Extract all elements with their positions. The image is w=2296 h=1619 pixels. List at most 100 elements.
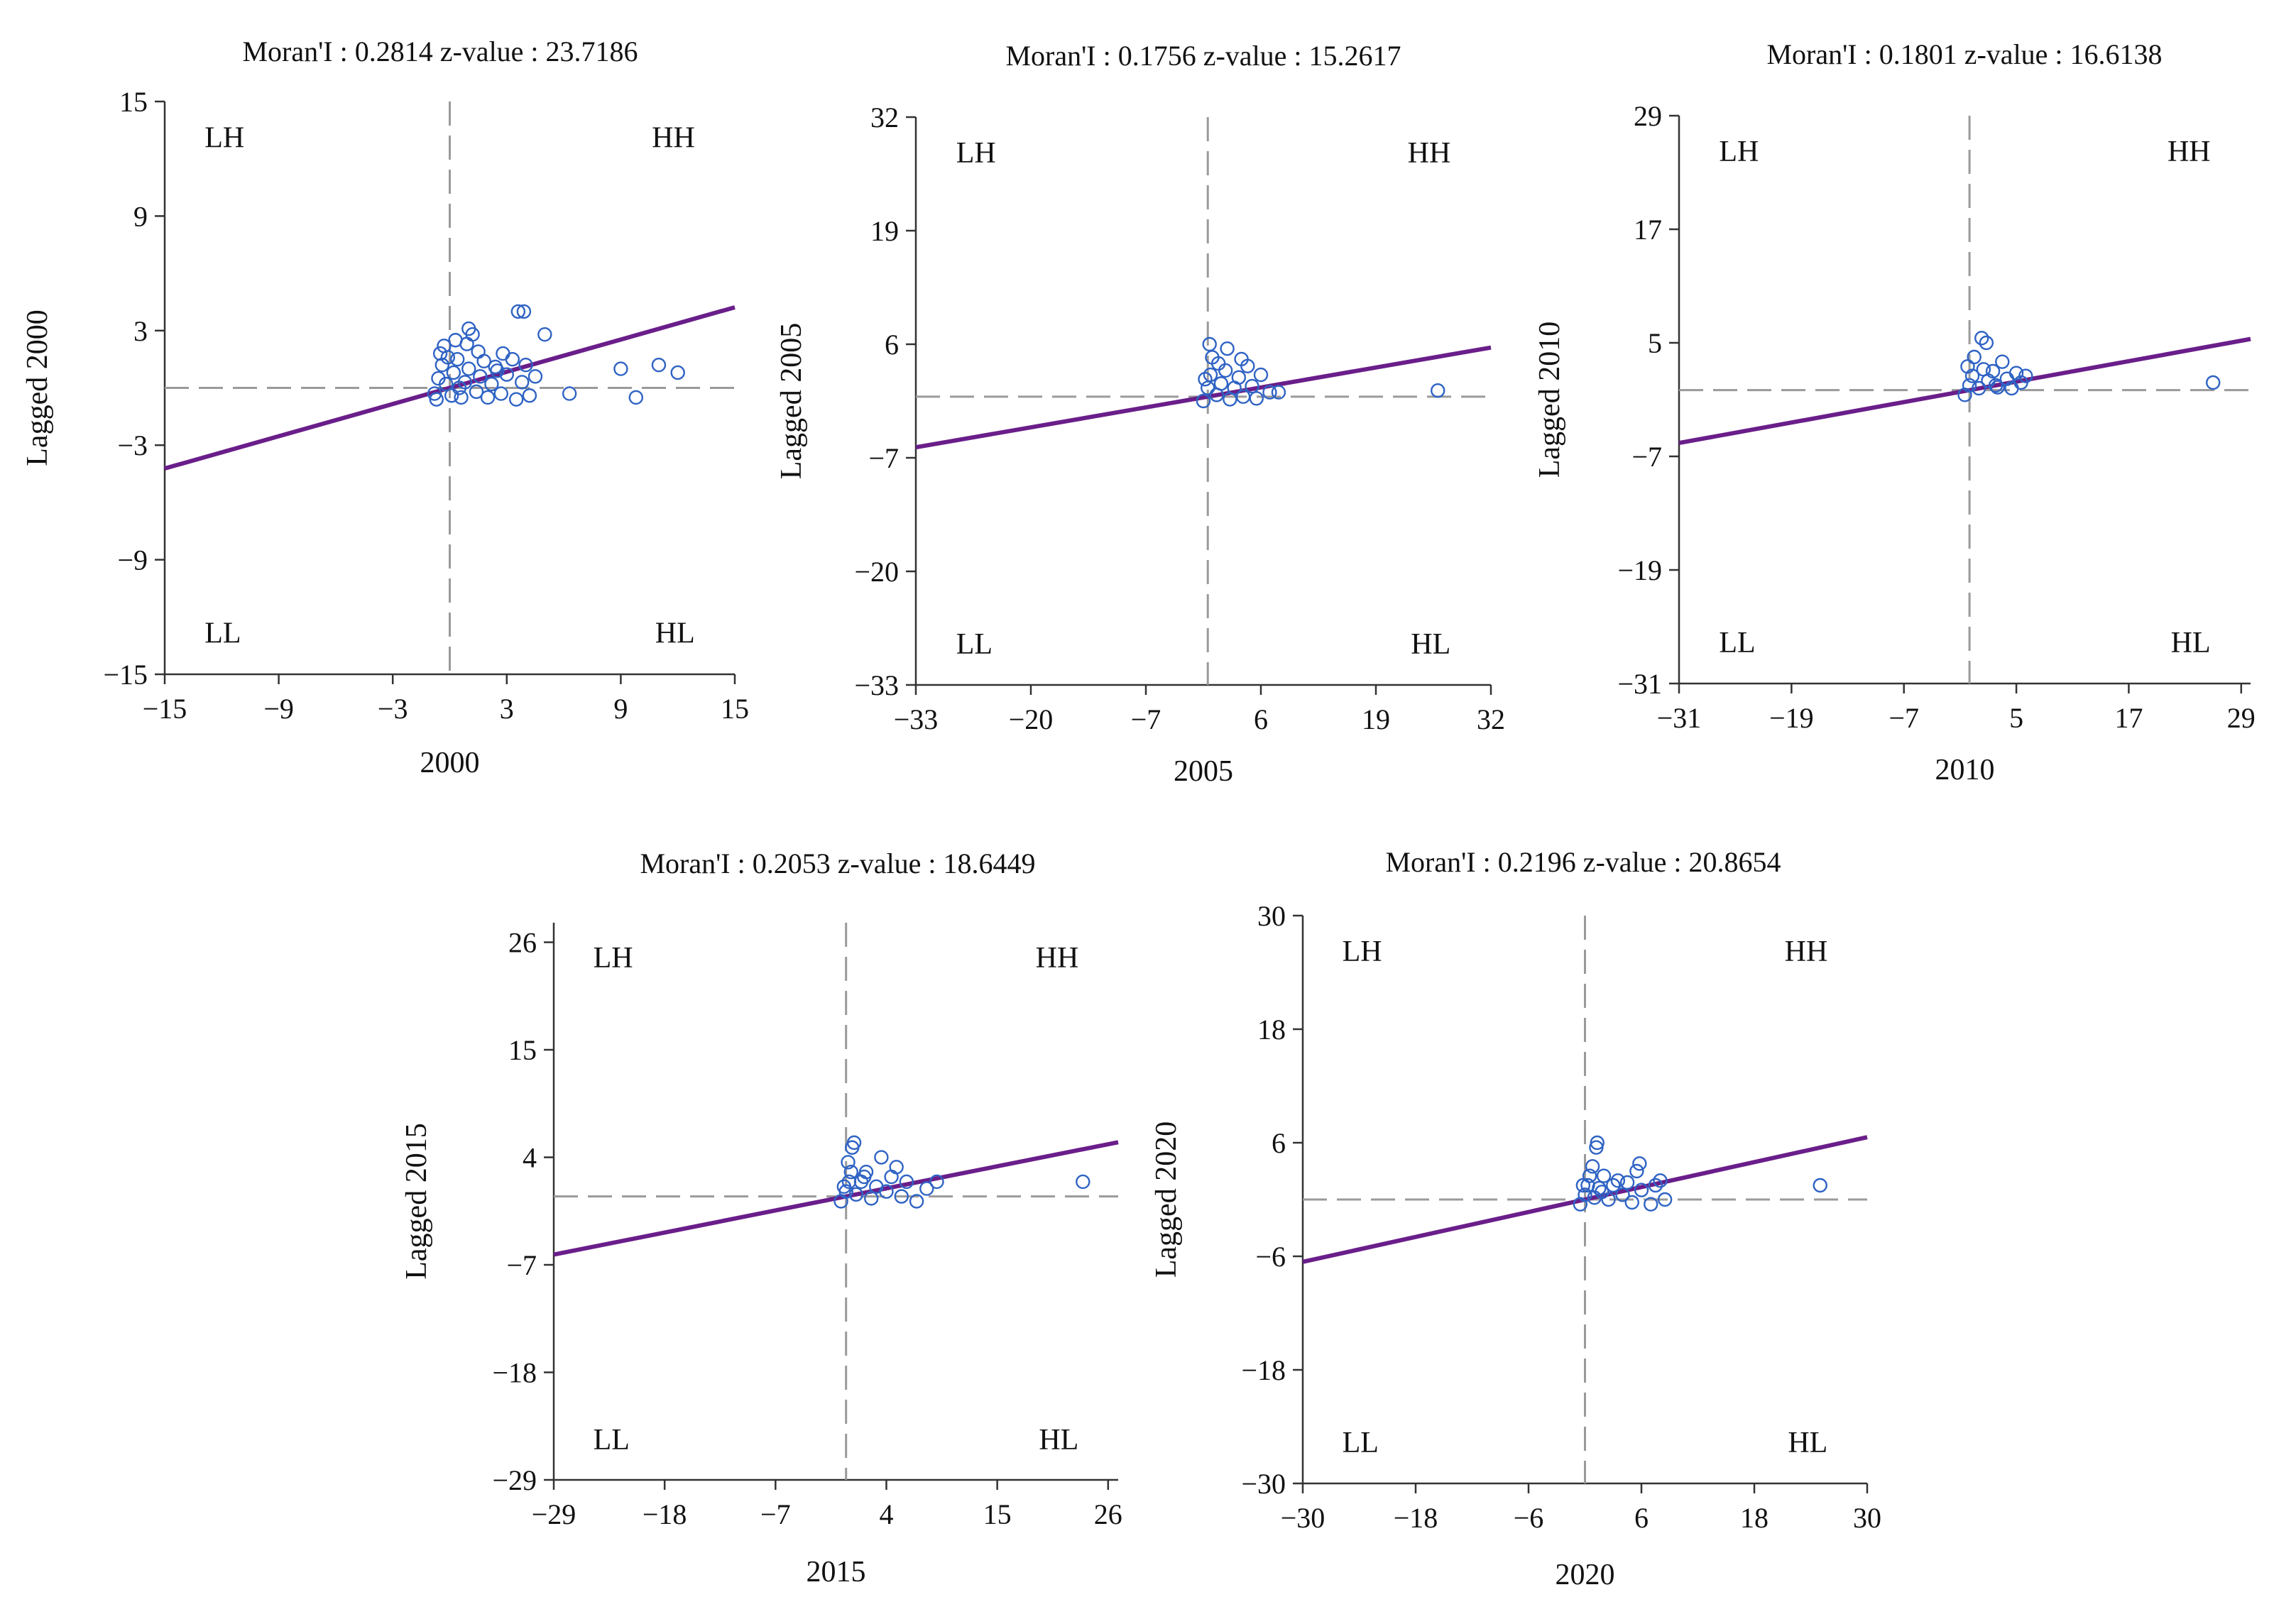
chart-2000-point: [628, 390, 644, 405]
chart-2020-point: [1582, 1168, 1597, 1183]
chart-2000-y-tick-label: 9: [133, 200, 148, 232]
chart-2020-point: [1590, 1135, 1605, 1151]
chart-2020-point: [1624, 1195, 1639, 1210]
chart-2000-point: [446, 365, 461, 380]
chart-2005-y-tick-label: −20: [854, 556, 899, 588]
chart-2010-y-tick-label: 17: [1634, 214, 1662, 246]
chart-2000-quadrant-ll: LL: [204, 617, 241, 649]
chart-2005-point: [1271, 385, 1286, 400]
chart-2020-point: [1606, 1178, 1621, 1193]
chart-2000-quadrant-hh: HH: [652, 122, 695, 155]
chart-2010-point: [1972, 380, 1986, 396]
chart-2020-y-tick-label: −30: [1241, 1468, 1286, 1500]
chart-2015-point: [874, 1150, 889, 1165]
chart-2000-x-axis-title: 2000: [420, 747, 480, 779]
chart-2000-point: [480, 390, 496, 405]
chart-2005-point: [1262, 385, 1277, 400]
chart-2005-y-tick-label: 6: [885, 329, 899, 361]
chart-2010-y-axis-title: Lagged 2010: [1534, 322, 1566, 478]
chart-2015-x-tick-label: −18: [643, 1498, 687, 1530]
chart-2000-panel: Moran'I : 0.2814 z-value : 23.7186 −15 −9 −…: [21, 35, 749, 779]
chart-2000-point: [613, 361, 628, 376]
chart-2000-point: [510, 304, 526, 319]
chart-2020-point: [1813, 1178, 1827, 1193]
chart-2020-y-axis-title: Lagged 2020: [1150, 1121, 1183, 1278]
chart-2005-x-axis-title: 2005: [1174, 755, 1233, 788]
chart-2020-point: [1610, 1173, 1626, 1188]
chart-2015-point: [929, 1174, 944, 1190]
chart-2005-x-tick-label: 6: [1254, 703, 1268, 735]
chart-2020-quadrant-lh: LH: [1343, 935, 1382, 968]
chart-2000-x-tick-label: 9: [613, 693, 628, 725]
chart-2005-panel: Moran'I : 0.1756 z-value : 15.2617 −33 −20…: [775, 40, 1505, 788]
chart-2000-point: [454, 390, 469, 405]
chart-2015-point: [884, 1169, 899, 1185]
chart-2010-quadrant-ll: LL: [1719, 627, 1755, 659]
chart-2005-quadrant-lh: LH: [956, 137, 996, 170]
chart-2010-x-tick-label: 17: [2114, 702, 2143, 734]
chart-2020-point: [1615, 1187, 1630, 1202]
chart-2010-x-tick-label: −19: [1769, 702, 1814, 734]
chart-2000-point: [432, 346, 448, 361]
chart-2000-point: [537, 326, 552, 342]
chart-2015-point: [857, 1169, 872, 1185]
chart-2015-x-tick-label: 15: [983, 1498, 1012, 1530]
chart-2005-point: [1234, 351, 1249, 367]
chart-2000-point: [496, 346, 510, 361]
chart-2000-point: [461, 321, 476, 336]
chart-2015-x-tick-label: 26: [1094, 1498, 1122, 1530]
chart-2005-y-tick-label: −7: [868, 442, 899, 474]
chart-2005-point: [1231, 370, 1247, 385]
chart-2010-point: [1979, 335, 1994, 351]
chart-2000-point: [429, 392, 444, 407]
chart-2020-point: [1644, 1197, 1658, 1212]
chart-2015-quadrant-hh: HH: [1036, 942, 1079, 975]
chart-2000-point: [459, 336, 474, 351]
chart-2015-quadrant-lh: LH: [594, 942, 633, 975]
chart-2005-point: [1213, 376, 1229, 391]
chart-2000-y-tick-label: −3: [117, 429, 148, 461]
chart-2020-quadrant-hl: HL: [1788, 1427, 1827, 1459]
chart-2015-point: [899, 1174, 914, 1190]
chart-2005-point: [1431, 383, 1445, 398]
chart-2020-point: [1629, 1163, 1644, 1179]
chart-2010-x-tick-label: 29: [2227, 702, 2256, 734]
chart-2015-y-tick-label: −29: [492, 1464, 537, 1496]
chart-2000-quadrant-hl: HL: [655, 617, 695, 649]
chart-2005-y-tick-label: 19: [870, 215, 899, 247]
chart-2010-point: [1974, 331, 1989, 346]
chart-2015-y-tick-label: −18: [492, 1357, 537, 1389]
chart-2020-point: [1648, 1178, 1663, 1193]
chart-2010-y-tick-label: −19: [1617, 554, 1662, 586]
chart-2020-x-tick-label: −6: [1514, 1502, 1544, 1534]
chart-2000-y-tick-label: 3: [133, 315, 148, 347]
chart-2010-point: [1990, 380, 2005, 395]
chart-2020-y-tick-label: 18: [1257, 1014, 1286, 1046]
chart-2000-y-tick-label: 15: [119, 86, 148, 118]
chart-2005-x-tick-label: −33: [894, 703, 939, 735]
chart-2020-quadrant-ll: LL: [1343, 1427, 1379, 1459]
chart-2000-x-tick-label: −15: [143, 693, 187, 725]
chart-2010-point: [1976, 362, 1991, 377]
chart-2015-x-tick-label: −7: [760, 1498, 791, 1530]
chart-2000-point: [469, 384, 484, 400]
chart-2000-point: [505, 351, 520, 367]
chart-2020-x-tick-label: 30: [1853, 1502, 1881, 1534]
chart-2000-point: [515, 375, 530, 390]
chart-2000-point: [427, 386, 442, 401]
chart-2015-point: [836, 1179, 852, 1195]
chart-2010-point: [1988, 378, 2003, 393]
chart-2005-point: [1245, 378, 1259, 394]
chart-2015-x-tick-label: 4: [879, 1498, 893, 1530]
chart-2005-x-tick-label: 32: [1477, 703, 1505, 735]
chart-2015-point: [841, 1155, 855, 1170]
chart-2000-point: [508, 392, 524, 407]
chart-2005-fit-line: [915, 345, 1492, 450]
chart-2000-point: [670, 365, 685, 380]
chart-2015-x-axis-title: 2015: [807, 1556, 866, 1588]
chart-2020-point: [1634, 1182, 1649, 1197]
chart-2020-x-tick-label: 6: [1634, 1502, 1649, 1534]
chart-2020-panel: Moran'I : 0.2196 z-value : 20.8654 −30 −18…: [1150, 846, 1881, 1591]
chart-2000-point: [450, 351, 465, 367]
chart-2020-point: [1595, 1185, 1609, 1200]
